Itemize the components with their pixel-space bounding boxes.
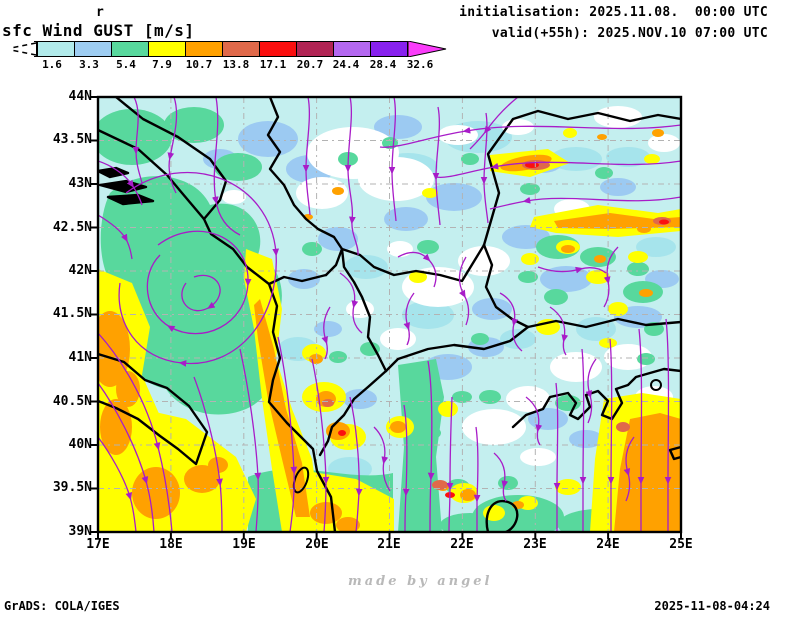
lat-tick-label: 43N — [68, 176, 92, 191]
corner-mark: r — [96, 5, 104, 20]
lon-tick-label: 24E — [596, 537, 620, 552]
colorbar-label: 5.4 — [116, 58, 136, 71]
wind-gust-map — [91, 95, 683, 539]
colorbar-segment — [185, 41, 223, 57]
colorbar-label: 32.6 — [406, 58, 434, 71]
colorbar-label: 13.8 — [222, 58, 250, 71]
lon-tick-label: 25E — [669, 537, 693, 552]
lon-tick-label: 22E — [450, 537, 474, 552]
lon-tick-label: 21E — [377, 537, 401, 552]
colorbar-underflow-icon — [10, 41, 38, 57]
creation-timestamp: 2025-11-08-04:24 — [654, 599, 770, 613]
lat-tick-label: 41N — [68, 350, 92, 365]
valid-time-text: valid(+55h): 2025.NOV.10 07:00 UTC — [491, 26, 768, 41]
lat-tick-label: 39.5N — [52, 480, 92, 495]
colorbar-segment — [148, 41, 186, 57]
colorbar-label: 7.9 — [152, 58, 172, 71]
lat-tick-label: 40N — [68, 437, 92, 452]
colorbar-label: 17.1 — [259, 58, 287, 71]
grads-credit: GrADS: COLA/IGES — [4, 599, 120, 613]
lat-tick-label: 39N — [68, 524, 92, 539]
colorbar-label: 20.7 — [296, 58, 324, 71]
colorbar-label: 28.4 — [369, 58, 397, 71]
colorbar-label: 24.4 — [332, 58, 360, 71]
colorbar-segment — [296, 41, 334, 57]
wind-streamlines — [98, 97, 681, 532]
colorbar-segment — [370, 41, 408, 57]
colorbar-label: 1.6 — [42, 58, 62, 71]
colorbar-segment — [111, 41, 149, 57]
lon-tick-label: 19E — [232, 537, 256, 552]
colorbar-segment — [222, 41, 260, 57]
colorbar-segment — [37, 41, 75, 57]
colorbar-segment — [259, 41, 297, 57]
lat-tick-label: 43.5N — [52, 132, 92, 147]
lon-tick-label: 17E — [86, 537, 110, 552]
lon-tick-label: 20E — [305, 537, 329, 552]
colorbar-segment — [333, 41, 371, 57]
lat-tick-label: 42N — [68, 263, 92, 278]
lat-tick-label: 42.5N — [52, 220, 92, 235]
lat-tick-label: 40.5N — [52, 394, 92, 409]
axis-ticks — [91, 96, 682, 539]
colorbar — [8, 41, 450, 57]
initialisation-text: initialisation: 2025.11.08. 00:00 UTC — [459, 5, 768, 20]
lat-tick-label: 44N — [68, 89, 92, 104]
lon-tick-label: 18E — [159, 537, 183, 552]
lon-tick-label: 23E — [523, 537, 547, 552]
lat-tick-label: 41.5N — [52, 306, 92, 321]
colorbar-overflow-arrow-icon — [408, 41, 447, 57]
page-title: sfc Wind GUST [m/s] — [2, 21, 195, 40]
colorbar-segment — [74, 41, 112, 57]
colorbar-label: 10.7 — [185, 58, 213, 71]
watermark: made by angel — [348, 574, 493, 589]
colorbar-label: 3.3 — [79, 58, 99, 71]
